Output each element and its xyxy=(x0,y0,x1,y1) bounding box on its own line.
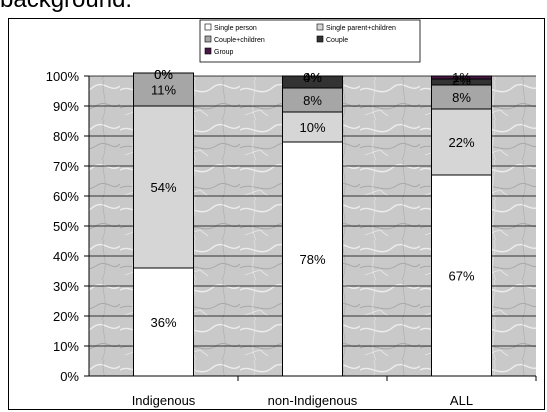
data-label: 10% xyxy=(299,120,325,135)
legend-label: Couple xyxy=(326,37,348,44)
bar-segment xyxy=(431,174,492,377)
page-heading: background. xyxy=(0,0,132,14)
y-tick-label: 10% xyxy=(53,339,79,354)
legend-label: Couple+children xyxy=(214,37,265,44)
y-tick-label: 20% xyxy=(53,309,79,324)
x-tick-label: Indigenous xyxy=(132,393,196,408)
y-tick-label: 70% xyxy=(53,159,79,174)
y-tick-label: 60% xyxy=(53,189,79,204)
data-label: 54% xyxy=(150,180,176,195)
data-label: 0% xyxy=(154,67,173,82)
bar-segment xyxy=(282,87,343,113)
legend-swatch xyxy=(204,35,212,43)
legend-box xyxy=(199,19,421,63)
legend-label: Single person xyxy=(214,25,257,32)
legend: Single person Single parent+children Coupl… xyxy=(199,19,421,63)
y-tick-label: 90% xyxy=(53,99,79,114)
x-tick-label: ALL xyxy=(450,393,473,408)
y-tick-labels: 0% 10% 20% 30% 40% 50% 60% 70% 80% 90% 100% xyxy=(46,69,80,384)
bars xyxy=(133,72,492,377)
bar-segment xyxy=(431,75,492,80)
legend-label: Group xyxy=(214,49,234,56)
data-label: 22% xyxy=(448,135,474,150)
y-tick-label: 40% xyxy=(53,249,79,264)
x-tick-label: non-Indigenous xyxy=(268,393,358,408)
bar-segment xyxy=(133,72,194,107)
y-tick-label: 30% xyxy=(53,279,79,294)
legend-swatch xyxy=(204,47,212,55)
data-label: 0% xyxy=(154,67,173,82)
bar-segment xyxy=(282,141,343,377)
data-label: 8% xyxy=(452,90,471,105)
data-label: 0% xyxy=(303,70,322,85)
data-label: 11% xyxy=(151,83,176,98)
bar-segment xyxy=(282,75,343,89)
y-tick-label: 80% xyxy=(53,129,79,144)
data-label: 1% xyxy=(452,70,471,85)
legend-swatch xyxy=(204,23,212,31)
y-tick-label: 50% xyxy=(53,219,79,234)
legend-label: Single parent+children xyxy=(326,25,396,32)
x-tick-labels: Indigenous non-Indigenous ALL xyxy=(132,393,473,408)
legend-swatch xyxy=(316,23,324,31)
y-tick-label: 100% xyxy=(46,69,80,84)
data-label: 4% xyxy=(303,70,322,85)
data-label: 36% xyxy=(150,315,176,330)
data-label: 2% xyxy=(452,73,471,88)
data-label: 78% xyxy=(299,252,325,267)
segment-labels: 36%54%11%0%0%78%10%8%4%0%67%22%8%2%1% xyxy=(150,67,474,330)
data-label: 8% xyxy=(303,93,322,108)
bar-segment xyxy=(431,84,492,110)
y-tick-label: 0% xyxy=(60,369,79,384)
data-label: 67% xyxy=(448,269,474,284)
bar-segment xyxy=(133,105,194,269)
legend-swatch xyxy=(316,35,324,43)
bar-segment xyxy=(431,108,492,176)
